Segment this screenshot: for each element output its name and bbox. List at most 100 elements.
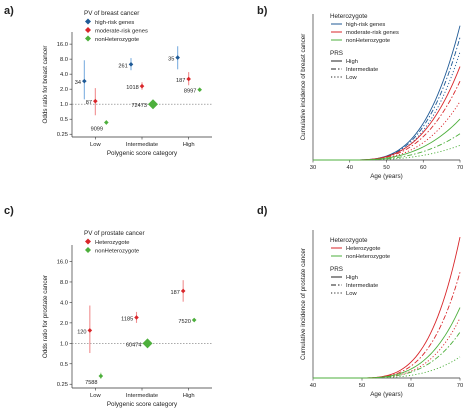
y-tick-label: 4.0	[60, 72, 68, 78]
y-tick-label: 16.0	[57, 260, 68, 266]
point-marker	[82, 78, 87, 84]
y-tick-label: 8.0	[60, 280, 68, 286]
prs-legend-title: PRS	[330, 266, 343, 273]
point-marker	[197, 87, 202, 93]
incidence-line	[313, 80, 461, 161]
incidence-line	[313, 356, 461, 379]
prs-legend-label: High	[346, 275, 358, 281]
y-tick-label: 8.0	[60, 57, 68, 63]
x-tick-label: 30	[310, 165, 316, 171]
legend-label: moderate-risk genes	[95, 29, 148, 35]
y-tick-label: 0.5	[60, 362, 68, 368]
legend-label: Heterozygote	[95, 240, 129, 246]
sample-size-label: 7520	[178, 319, 190, 325]
incidence-line	[313, 317, 461, 379]
panel-d-label: d)	[257, 205, 268, 217]
point-marker	[98, 373, 104, 379]
x-tick-label: Intermediate	[126, 393, 158, 399]
x-tick-label: 50	[383, 165, 389, 171]
x-tick-label: 60	[420, 165, 426, 171]
y-axis-title: Odds ratio for prostate cancer	[42, 275, 49, 358]
legend-label: nonHeterozygote	[346, 38, 390, 44]
legend-label: nonHeterozygote	[95, 249, 139, 255]
legend-label: moderate-risk genes	[346, 30, 399, 36]
point-marker	[148, 99, 158, 110]
y-axis-title: Odds ratio for breast cancer	[42, 45, 49, 123]
sample-size-label: 187	[171, 290, 180, 296]
sample-size-label: 187	[176, 78, 185, 84]
prs-legend-label: High	[346, 59, 358, 65]
incidence-line	[313, 101, 461, 161]
sample-size-label: 9099	[91, 126, 103, 132]
y-tick-label: 16.0	[57, 42, 68, 48]
legend-marker	[85, 238, 91, 245]
sample-size-label: 87	[86, 100, 92, 106]
legend-label: high-risk genes	[346, 22, 385, 28]
point-marker	[186, 76, 191, 82]
y-tick-label: 4.0	[60, 300, 68, 306]
y-tick-label: 0.5	[60, 117, 68, 123]
point-marker	[142, 338, 153, 349]
prs-legend-label: Low	[346, 75, 357, 81]
incidence-line	[313, 25, 461, 161]
legend-title: PV of prostate cancer	[84, 230, 145, 237]
x-axis-title: Age (years)	[370, 173, 403, 180]
legend-title: PV of breast cancer	[84, 10, 139, 17]
point-marker	[175, 55, 180, 60]
x-tick-label: 50	[359, 383, 365, 389]
x-tick-label: 70	[457, 165, 463, 171]
legend-marker	[85, 35, 91, 42]
y-tick-label: 1.0	[60, 102, 68, 108]
legend-title: Heterozygote	[330, 13, 368, 20]
x-tick-label: Intermediate	[126, 142, 158, 148]
panel-a-label: a)	[4, 5, 14, 17]
legend-marker	[85, 247, 91, 253]
point-marker	[104, 120, 109, 125]
point-marker	[87, 328, 93, 333]
prs-legend-label: Intermediate	[346, 67, 378, 73]
point-marker	[191, 317, 197, 323]
sample-size-label: 72473	[131, 103, 147, 109]
incidence-line	[313, 272, 461, 379]
sample-size-label: 1018	[126, 85, 138, 91]
incidence-line	[313, 51, 461, 161]
point-marker	[180, 288, 186, 294]
prs-legend-label: Low	[346, 291, 357, 297]
point-marker	[134, 315, 139, 320]
sample-size-label: 261	[118, 63, 127, 69]
sample-size-label: 8997	[184, 89, 196, 95]
panel-b-label: b)	[257, 5, 268, 17]
x-tick-label: 40	[347, 165, 353, 171]
x-tick-label: 60	[408, 383, 414, 389]
x-tick-label: 70	[457, 383, 463, 389]
incidence-line	[313, 133, 461, 161]
legend-marker	[85, 27, 91, 33]
y-axis-title: Cumulative incidence of prostate cancer	[300, 248, 307, 360]
y-axis-title: Cumulative incidence of breast cancer	[300, 34, 307, 141]
y-tick-label: 1.0	[60, 341, 68, 347]
legend-title: Heterozygote	[330, 237, 368, 244]
incidence-line	[313, 118, 461, 161]
x-tick-label: 40	[310, 383, 316, 389]
x-tick-label: High	[183, 142, 195, 148]
legend-label: Heterozygote	[346, 246, 380, 252]
legend-label: nonHeterozygote	[95, 37, 139, 43]
x-axis-title: Polygenic score category	[107, 401, 178, 408]
y-tick-label: 0.25	[57, 132, 68, 138]
incidence-line	[313, 307, 461, 379]
prs-legend-label: Intermediate	[346, 283, 378, 289]
x-tick-label: High	[183, 393, 195, 399]
point-marker	[93, 98, 98, 104]
legend-label: high-risk genes	[95, 20, 134, 26]
legend-label: nonHeterozygote	[346, 254, 390, 260]
y-tick-label: 0.25	[57, 382, 68, 388]
point-marker	[139, 83, 145, 89]
incidence-line	[313, 331, 461, 379]
sample-size-label: 35	[168, 57, 174, 63]
x-axis-title: Polygenic score category	[107, 150, 178, 157]
sample-size-label: 60474	[126, 342, 142, 348]
x-axis-title: Age (years)	[370, 391, 403, 398]
point-marker	[128, 62, 134, 67]
panel-c-label: c)	[4, 205, 14, 217]
